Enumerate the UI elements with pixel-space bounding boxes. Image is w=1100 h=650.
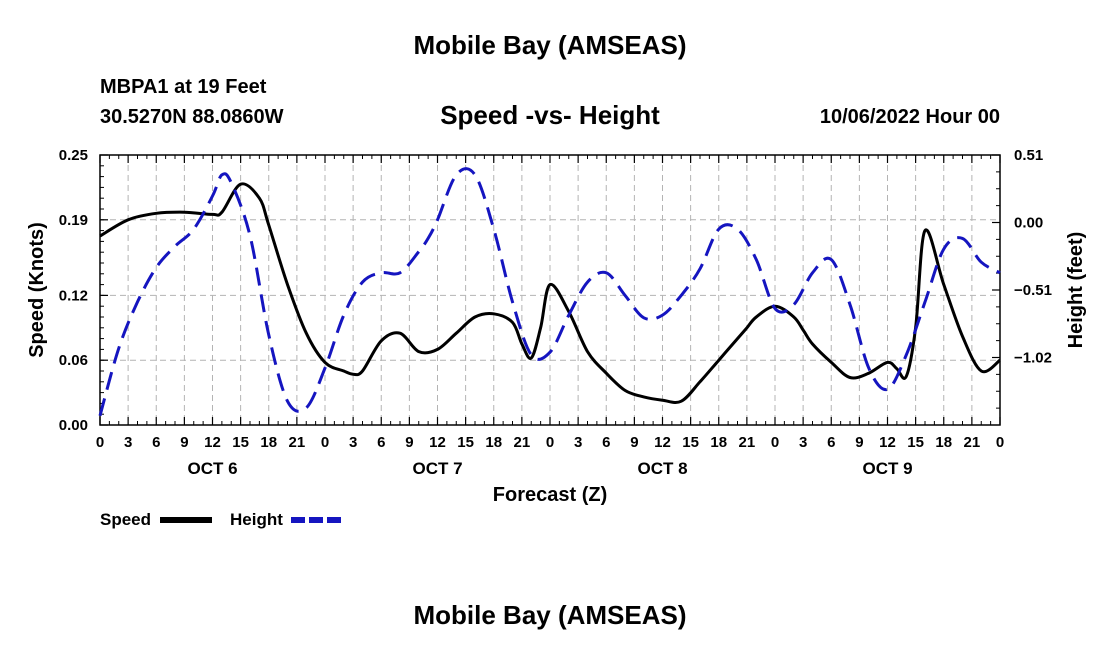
y-tick-label: 0.00 bbox=[59, 417, 88, 434]
day-label: OCT 9 bbox=[862, 459, 912, 478]
x-tick-label: 12 bbox=[204, 434, 221, 451]
x-tick-label: 9 bbox=[630, 434, 638, 451]
x-tick-label: 0 bbox=[546, 434, 554, 451]
x-tick-label: 21 bbox=[739, 434, 756, 451]
axis-labels: Speed (Knots) Height (feet) Forecast (Z) bbox=[26, 222, 1087, 506]
axis-ticks: 0 3 6 9 12 15 18 21 0 3 6 9 12 15 18 21 0 3 6 9 12 15 18 21 0 3 6 9… bbox=[59, 147, 1052, 478]
x-tick-label: 3 bbox=[799, 434, 807, 451]
day-label: OCT 6 bbox=[187, 459, 237, 478]
station-coordinates: 30.5270N 88.0860W bbox=[100, 106, 284, 128]
x-tick-label: 18 bbox=[485, 434, 502, 451]
x-tick-label: 12 bbox=[879, 434, 896, 451]
y2-tick-label: 0.51 bbox=[1014, 147, 1043, 164]
x-tick-label: 15 bbox=[232, 434, 249, 451]
y-tick-label: 0.12 bbox=[59, 287, 88, 304]
repeat-page-title: Mobile Bay (AMSEAS) bbox=[413, 600, 687, 630]
series-lines bbox=[98, 167, 1001, 417]
forecast-datetime: 10/06/2022 Hour 00 bbox=[819, 106, 1000, 128]
x-tick-label: 3 bbox=[124, 434, 132, 451]
y-tick-label: 0.19 bbox=[59, 212, 88, 229]
y-axis-label: Speed (Knots) bbox=[26, 222, 48, 358]
y2-tick-label: 0.00 bbox=[1014, 215, 1043, 232]
series-height-line bbox=[98, 167, 1001, 417]
x-tick-label: 6 bbox=[827, 434, 835, 451]
x-tick-label: 6 bbox=[377, 434, 385, 451]
station-label: MBPA1 at 19 Feet bbox=[100, 76, 267, 98]
y2-tick-label: −0.51 bbox=[1014, 282, 1052, 299]
x-tick-label: 21 bbox=[289, 434, 306, 451]
x-tick-label: 3 bbox=[349, 434, 357, 451]
chart-subtitle: Speed -vs- Height bbox=[440, 100, 660, 130]
x-tick-label: 0 bbox=[96, 434, 104, 451]
x-tick-label: 9 bbox=[180, 434, 188, 451]
x-tick-label: 12 bbox=[429, 434, 446, 451]
x-tick-label: 15 bbox=[907, 434, 924, 451]
x-tick-label: 6 bbox=[152, 434, 160, 451]
x-tick-label: 6 bbox=[602, 434, 610, 451]
x-tick-label: 18 bbox=[935, 434, 952, 451]
x-tick-label: 9 bbox=[405, 434, 413, 451]
x-tick-label: 9 bbox=[855, 434, 863, 451]
x-tick-label: 18 bbox=[710, 434, 727, 451]
x-tick-label: 21 bbox=[514, 434, 531, 451]
page-title: Mobile Bay (AMSEAS) bbox=[413, 30, 687, 60]
x-tick-label: 12 bbox=[654, 434, 671, 451]
y-tick-label: 0.25 bbox=[59, 147, 88, 164]
chart-grid bbox=[100, 155, 1000, 425]
x-tick-label: 0 bbox=[771, 434, 779, 451]
y2-tick-label: −1.02 bbox=[1014, 350, 1052, 367]
day-label: OCT 7 bbox=[412, 459, 462, 478]
day-label: OCT 8 bbox=[637, 459, 687, 478]
x-tick-label: 18 bbox=[260, 434, 277, 451]
x-axis-label: Forecast (Z) bbox=[493, 484, 607, 506]
legend-label-speed: Speed bbox=[100, 510, 151, 529]
x-tick-label: 3 bbox=[574, 434, 582, 451]
legend-label-height: Height bbox=[230, 510, 283, 529]
x-tick-label: 0 bbox=[996, 434, 1004, 451]
y2-axis-label: Height (feet) bbox=[1065, 232, 1087, 349]
legend: Speed Height bbox=[100, 510, 343, 529]
x-tick-label: 15 bbox=[682, 434, 699, 451]
y-tick-label: 0.06 bbox=[59, 352, 88, 369]
x-tick-label: 0 bbox=[321, 434, 329, 451]
x-tick-label: 21 bbox=[964, 434, 981, 451]
x-tick-label: 15 bbox=[457, 434, 474, 451]
